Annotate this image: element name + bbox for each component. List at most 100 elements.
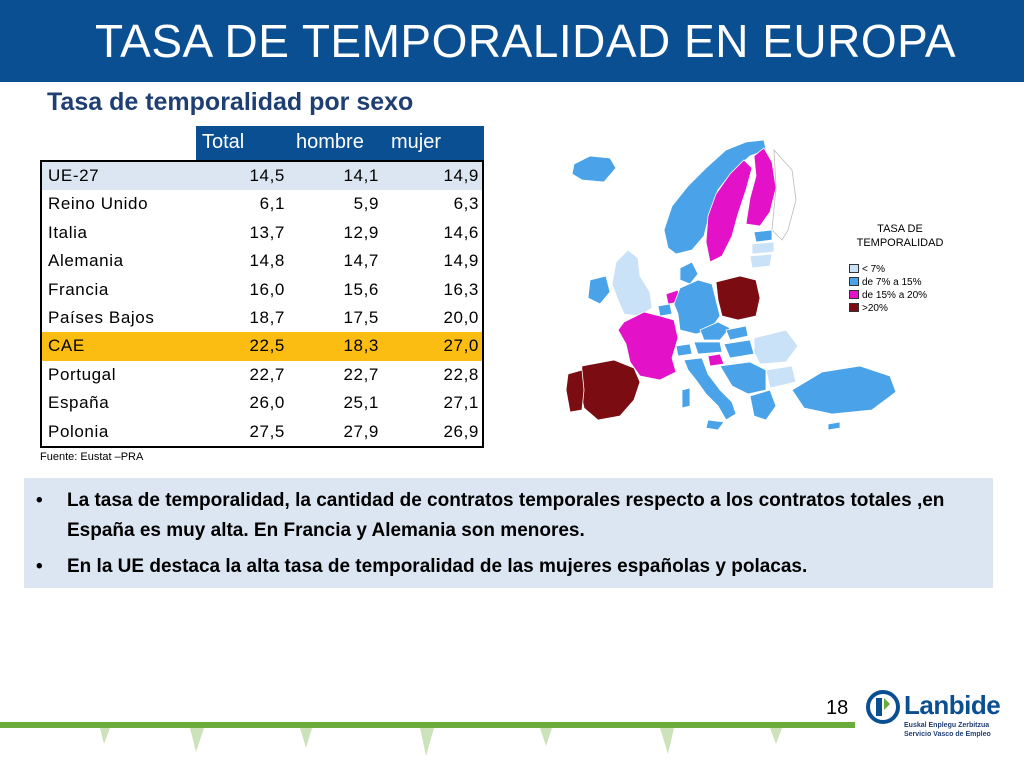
table-row: Reino Unido 6,1 5,9 6,3: [42, 190, 482, 218]
map-turkey: [791, 365, 897, 415]
cell-hombre: 14,1: [343, 166, 379, 185]
europe-map: [565, 139, 897, 431]
cell-hombre: 15,6: [343, 279, 379, 299]
map-poland: [715, 275, 761, 321]
map-lithuania: [749, 253, 773, 269]
map-russia: [771, 148, 797, 241]
map-slovenia: [707, 353, 725, 367]
logo-subtitle-2: Servicio Vasco de Empleo: [904, 731, 991, 738]
map-czech: [699, 321, 731, 341]
map-sardinia: [681, 387, 691, 409]
cell-mujer: 14,9: [443, 251, 479, 271]
footer-decoration: [0, 722, 855, 756]
map-uk: [611, 249, 653, 317]
legend-item-lt7: < 7%: [849, 264, 885, 275]
legend-item-gt20: >20%: [849, 303, 888, 314]
bullet-text-1: La tasa de temporalidad, la cantidad de …: [67, 490, 945, 541]
cell-mujer: 20,0: [443, 307, 479, 327]
table-row: CAE 22,5 18,3 27,0: [42, 332, 482, 361]
cell-total: 14,5: [249, 166, 285, 185]
cell-hombre: 14,7: [343, 251, 379, 271]
column-header-mujer: mujer: [391, 131, 442, 153]
lanbide-logo: Lanbide Euskal Enplegu Zerbitzua Servici…: [866, 690, 1001, 740]
map-estonia: [753, 229, 773, 243]
cell-total: 18,7: [249, 307, 285, 327]
map-greece: [749, 389, 777, 421]
legend-title-line-1: TASA DE: [877, 223, 923, 235]
lanbide-logo-icon: [866, 690, 900, 724]
cell-mujer: 27,0: [443, 336, 479, 356]
table-row: UE-27 14,5 14,1 14,9: [42, 162, 482, 191]
cell-hombre: 22,7: [343, 364, 379, 384]
cell-hombre: 25,1: [343, 393, 379, 413]
cell-hombre: 18,3: [343, 336, 379, 356]
map-belgium: [657, 303, 673, 317]
data-table: UE-27 14,5 14,1 14,9 Reino Unido 6,1 5,9 6,3 Ita…: [40, 160, 484, 448]
cell-hombre: 17,5: [343, 307, 379, 327]
cell-total: 26,0: [249, 393, 285, 413]
row-name: Alemania: [48, 251, 124, 271]
map-portugal: [565, 369, 585, 413]
row-name: CAE: [48, 336, 85, 356]
row-name: Países Bajos: [48, 307, 155, 327]
row-name: España: [48, 393, 110, 413]
cell-hombre: 12,9: [343, 222, 379, 242]
cell-mujer: 27,1: [443, 393, 479, 413]
column-header-total: Total: [202, 131, 245, 153]
map-bulgaria: [765, 365, 797, 389]
cell-total: 14,8: [249, 251, 285, 271]
map-sicily: [705, 419, 725, 431]
cell-total: 27,5: [249, 421, 285, 441]
cell-mujer: 26,9: [443, 421, 479, 441]
table-header: Total hombre mujer: [196, 126, 484, 160]
cell-total: 13,7: [249, 222, 285, 242]
page-title: TASA DE TEMPORALIDAD EN EUROPA: [95, 15, 957, 67]
table-row: Países Bajos 18,7 17,5 20,0: [42, 304, 482, 332]
map-ireland: [587, 275, 611, 305]
map-romania: [753, 329, 799, 365]
map-spain: [579, 359, 641, 421]
column-header-hombre: hombre: [296, 131, 364, 153]
cell-hombre: 5,9: [353, 194, 379, 214]
map-latvia: [751, 241, 775, 255]
map-slovakia: [725, 325, 749, 341]
cell-hombre: 27,9: [343, 421, 379, 441]
table-row: Portugal 22,7 22,7 22,8: [42, 361, 482, 389]
map-italy: [683, 357, 737, 421]
table-row: Italia 13,7 12,9 14,6: [42, 219, 482, 247]
row-name: Polonia: [48, 421, 109, 441]
cell-mujer: 6,3: [453, 194, 479, 214]
map-cyprus: [827, 421, 841, 431]
cell-total: 6,1: [259, 194, 285, 214]
table-row: Francia 16,0 15,6 16,3: [42, 276, 482, 304]
bullet-box: • La tasa de temporalidad, la cantidad d…: [24, 478, 993, 588]
cell-mujer: 22,8: [443, 364, 479, 384]
table-row: Polonia 27,5 27,9 26,9: [42, 418, 482, 446]
logo-brand: Lanbide: [904, 690, 1001, 720]
page-number: 18: [826, 697, 849, 719]
cell-mujer: 14,9: [443, 166, 479, 185]
cell-total: 22,5: [249, 336, 285, 356]
row-name: UE-27: [48, 166, 100, 185]
legend-item-7-15: de 7% a 15%: [849, 277, 922, 288]
row-name: Francia: [48, 279, 109, 299]
logo-subtitle-1: Euskal Enplegu Zerbitzua: [904, 722, 990, 729]
table-row: Alemania 14,8 14,7 14,9: [42, 247, 482, 275]
legend-item-15-20: de 15% a 20%: [849, 290, 927, 301]
cell-total: 16,0: [249, 279, 285, 299]
bullet-text-2: En la UE destaca la alta tasa de tempora…: [67, 556, 808, 577]
cell-mujer: 16,3: [443, 279, 479, 299]
legend-title-line-2: TEMPORALIDAD: [856, 237, 944, 249]
cell-mujer: 14,6: [443, 222, 479, 242]
row-name: Reino Unido: [48, 194, 149, 214]
map-switzerland: [675, 343, 693, 357]
source-note: Fuente: Eustat –PRA: [40, 451, 144, 463]
row-name: Italia: [48, 222, 88, 242]
map-denmark: [679, 261, 699, 285]
map-hungary: [723, 339, 755, 359]
table-row: España 26,0 25,1 27,1: [42, 389, 482, 417]
map-france: [617, 311, 679, 381]
row-name: Portugal: [48, 364, 117, 384]
map-austria: [693, 341, 723, 355]
cell-total: 22,7: [249, 364, 285, 384]
